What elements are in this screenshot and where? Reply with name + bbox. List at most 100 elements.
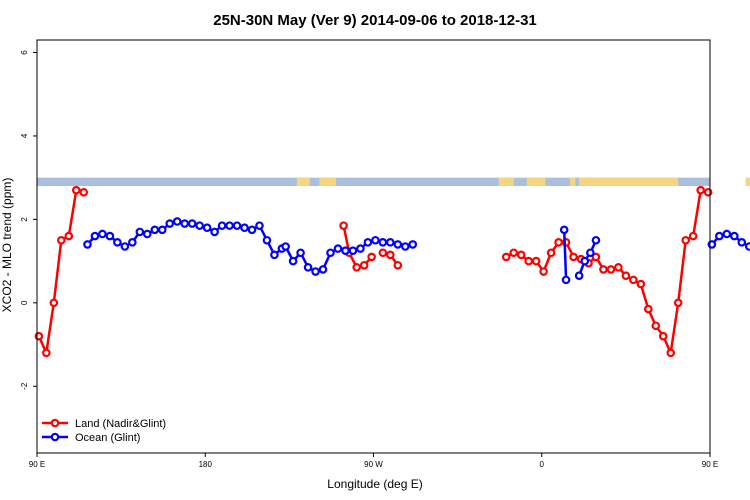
data-point — [311, 267, 320, 276]
data-point — [240, 223, 249, 233]
data-point — [386, 238, 395, 247]
data-point — [210, 227, 219, 237]
data-point — [400, 242, 410, 251]
data-point — [150, 225, 160, 235]
data-point — [509, 248, 519, 258]
data-point — [157, 225, 167, 235]
y-tick-label: -2 — [20, 382, 29, 390]
data-point — [120, 242, 130, 251]
data-point — [303, 263, 313, 272]
data-point — [165, 219, 175, 228]
data-point — [339, 221, 348, 230]
data-point — [341, 246, 350, 255]
data-point — [666, 348, 676, 358]
legend-label: Ocean (Glint) — [75, 432, 140, 444]
data-point — [378, 248, 388, 258]
data-point — [135, 227, 145, 237]
data-point — [621, 271, 631, 281]
data-point — [359, 260, 369, 270]
x-tick-label: 0 — [540, 460, 545, 469]
data-point — [371, 235, 380, 245]
data-point — [356, 244, 365, 253]
data-point — [225, 221, 234, 230]
data-point — [187, 219, 197, 228]
land-band — [579, 177, 679, 187]
data-point — [561, 275, 571, 285]
legend: Land (Nadir&Glint) Ocean (Glint) — [42, 418, 166, 444]
data-point — [696, 185, 705, 195]
data-point — [180, 219, 189, 228]
legend-marker — [50, 432, 60, 442]
data-point — [614, 263, 623, 272]
data-point — [393, 240, 403, 249]
land-band — [526, 177, 546, 187]
data-point — [516, 250, 526, 260]
data-point — [262, 235, 272, 245]
data-point — [715, 231, 724, 241]
land-ocean-mask-band — [37, 177, 750, 187]
series-line — [562, 229, 568, 280]
data-point — [531, 256, 541, 266]
data-point — [606, 265, 616, 274]
x-tick-label: 90 W — [364, 460, 383, 469]
data-point — [722, 229, 732, 239]
data-point — [688, 231, 698, 241]
land-band — [296, 177, 310, 187]
data-point — [333, 244, 343, 253]
data-point — [202, 223, 212, 233]
chart-title: 25N-30N May (Ver 9) 2014-09-06 to 2018-1… — [213, 12, 537, 29]
data-point — [98, 229, 107, 239]
x-axis-title: Longitude (deg E) — [327, 477, 422, 491]
data-point — [524, 256, 533, 266]
data-point — [591, 252, 601, 262]
data-point — [539, 267, 548, 276]
y-axis: -2 0 2 4 6 — [20, 50, 37, 390]
land-band — [745, 177, 750, 187]
data-point — [629, 275, 638, 285]
data-point — [599, 265, 608, 274]
data-point — [255, 221, 264, 230]
data-point — [636, 279, 646, 289]
data-point — [673, 298, 683, 308]
x-tick-label: 90 E — [702, 460, 718, 469]
data-point — [569, 252, 578, 262]
legend-marker — [50, 418, 60, 428]
data-point — [326, 248, 335, 258]
plot-frame — [36, 39, 711, 454]
data-point — [658, 331, 668, 341]
data-point — [348, 246, 358, 255]
x-tick-label: 180 — [199, 460, 213, 469]
y-tick-label: 0 — [20, 300, 29, 305]
data-point — [142, 229, 152, 239]
data-point — [574, 271, 584, 281]
data-point — [83, 240, 92, 249]
data-point — [288, 256, 298, 266]
data-point — [217, 221, 227, 230]
series-line — [577, 239, 598, 277]
data-point — [554, 238, 563, 247]
y-tick-label: 2 — [20, 217, 29, 222]
y-tick-label: 4 — [20, 133, 29, 138]
data-point — [737, 238, 747, 247]
data-point — [378, 238, 388, 247]
data-point — [270, 250, 279, 260]
data-point — [730, 231, 739, 241]
data-point — [232, 221, 242, 230]
data-point — [591, 235, 601, 245]
land-band — [569, 177, 576, 187]
data-point — [393, 260, 403, 270]
data-point — [42, 348, 51, 358]
y-axis-title: XCO2 - MLO trend (ppm) — [0, 178, 14, 313]
data-point — [651, 321, 661, 331]
data-point — [64, 231, 74, 241]
data-point — [128, 238, 137, 247]
data-point — [644, 304, 653, 314]
series-line — [37, 188, 85, 358]
data-point — [501, 252, 511, 262]
data-point — [363, 238, 373, 247]
data-point — [113, 238, 122, 247]
data-point — [559, 225, 569, 235]
data-point — [247, 225, 257, 235]
